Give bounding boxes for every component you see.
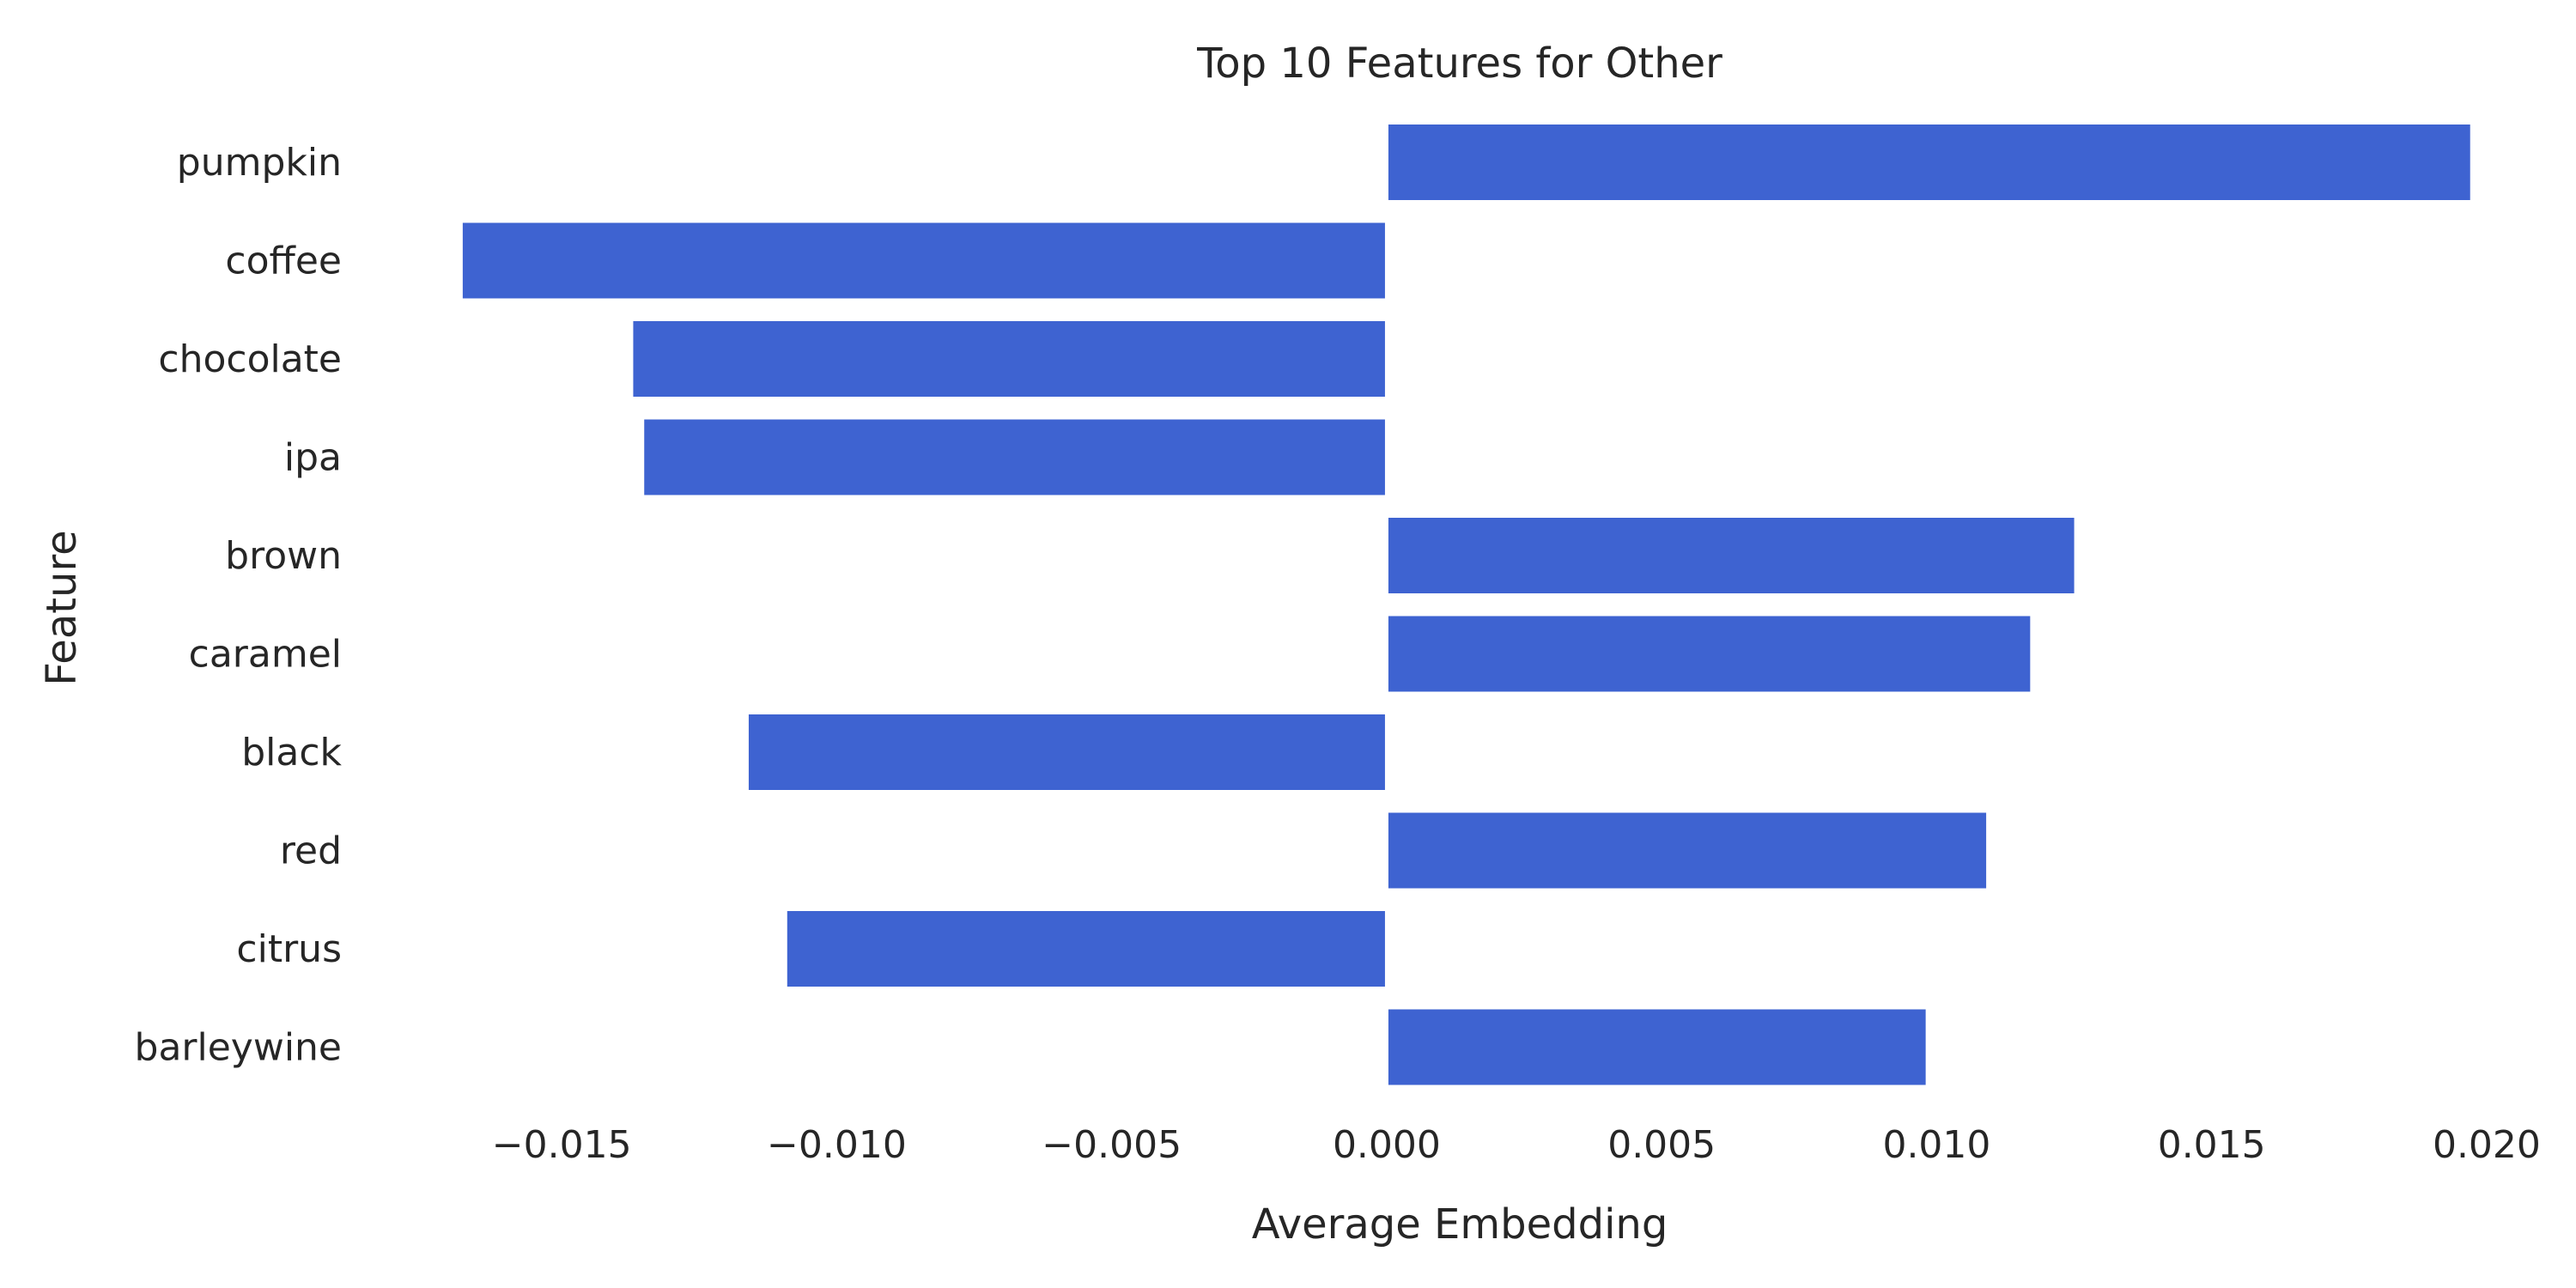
x-tick-label: 0.015 (2158, 1123, 2266, 1167)
y-tick-label: black (241, 731, 342, 775)
y-tick-labels: pumpkin coffee chocolate ipa brown caramel bla… (135, 141, 343, 1070)
x-tick-label: 0.000 (1333, 1123, 1441, 1167)
y-tick-label: caramel (189, 633, 342, 677)
bar-ipa (644, 419, 1385, 495)
y-tick-label: ipa (284, 436, 342, 480)
bar-caramel (1388, 616, 2031, 692)
chart-title: Top 10 Features for Other (1196, 39, 1722, 88)
y-tick-label: citrus (236, 927, 342, 971)
x-tick-labels: −0.015 −0.010 −0.005 0.000 0.005 0.010 0.015 0.… (492, 1123, 2541, 1167)
x-tick-label: 0.020 (2433, 1123, 2541, 1167)
y-tick-label: barleywine (135, 1026, 342, 1070)
bar-chocolate (633, 321, 1385, 397)
y-tick-label: coffee (225, 240, 342, 283)
x-tick-label: 0.005 (1607, 1123, 1716, 1167)
bar-pumpkin (1388, 125, 2470, 200)
x-tick-label: 0.010 (1882, 1123, 1990, 1167)
x-axis-label: Average Embedding (1252, 1200, 1668, 1249)
bar-citrus (787, 911, 1385, 987)
y-tick-label: red (280, 829, 342, 873)
y-tick-label: brown (225, 534, 342, 578)
bar-coffee (462, 222, 1385, 299)
bar-red (1388, 812, 1987, 889)
bar-brown (1388, 518, 2075, 593)
bars-layer (462, 125, 2470, 1085)
y-axis-label: Feature (38, 530, 86, 685)
x-tick-label: −0.005 (1042, 1123, 1182, 1167)
y-tick-label: pumpkin (177, 141, 342, 185)
y-tick-label: chocolate (158, 337, 342, 381)
bar-barleywine (1388, 1009, 1926, 1085)
x-tick-label: −0.015 (492, 1123, 632, 1167)
x-tick-label: −0.010 (767, 1123, 907, 1167)
bar-black (748, 714, 1385, 790)
